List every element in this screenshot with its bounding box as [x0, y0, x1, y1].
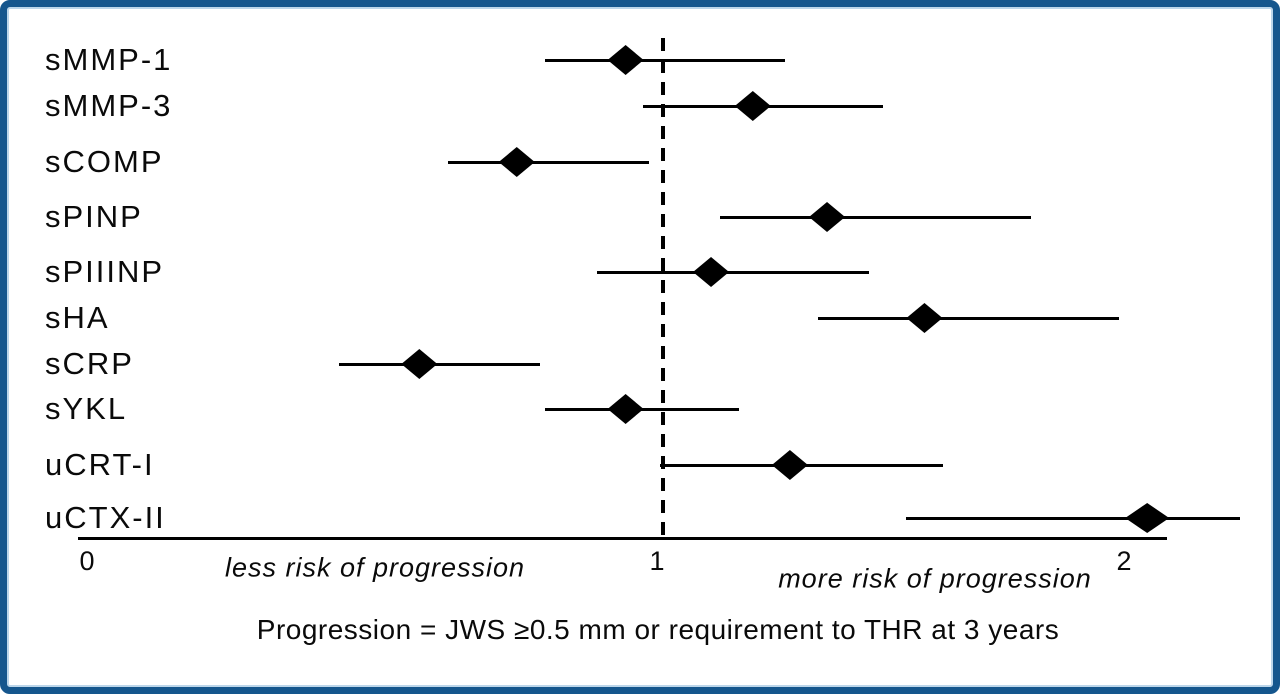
- estimate-diamond: [401, 349, 438, 379]
- ci-line: [720, 215, 1032, 219]
- ci-line: [596, 270, 869, 274]
- estimate-diamond: [498, 147, 535, 177]
- x-tick-label: 0: [79, 546, 95, 576]
- estimate-diamond: [771, 450, 808, 480]
- ci-line: [545, 58, 786, 62]
- ci-line: [447, 160, 649, 164]
- biomarker-label: sPINP: [45, 199, 143, 234]
- biomarker-label: sMMP-3: [45, 88, 173, 123]
- biomarker-label: sYKL: [45, 391, 128, 426]
- x-tick-label: 1: [649, 546, 665, 576]
- ci-line: [817, 316, 1120, 320]
- ci-line: [905, 516, 1240, 520]
- biomarker-label: sHA: [45, 300, 110, 335]
- biomarker-label: uCRT-I: [45, 447, 155, 482]
- biomarker-label: sCOMP: [45, 144, 164, 179]
- biomarker-label: sMMP-1: [45, 42, 173, 77]
- estimate-diamond: [607, 45, 644, 75]
- ci-line: [339, 362, 540, 366]
- estimate-diamond: [809, 202, 846, 232]
- x-axis-line: [78, 537, 1167, 540]
- more-risk-label: more risk of progression: [778, 563, 1092, 594]
- estimate-diamond: [906, 303, 943, 333]
- estimate-diamond: [607, 394, 644, 424]
- less-risk-label: less risk of progression: [224, 552, 526, 583]
- reference-line-dashed: [661, 38, 665, 538]
- estimate-diamond: [734, 91, 771, 121]
- forest-plot: sMMP-1 sMMP-3 sCOMP sPINP sPIIINP sHA sCRP sYKL…: [7, 7, 1273, 687]
- x-tick-label: 2: [1116, 546, 1132, 576]
- biomarker-label: sCRP: [45, 346, 134, 381]
- estimate-diamond: [693, 257, 730, 287]
- biomarker-label: uCTX-II: [45, 500, 166, 535]
- estimate-diamond: [1125, 503, 1170, 533]
- biomarker-label: sPIIINP: [45, 254, 165, 289]
- caption: Progression = JWS ≥0.5 mm or requirement…: [256, 614, 1060, 645]
